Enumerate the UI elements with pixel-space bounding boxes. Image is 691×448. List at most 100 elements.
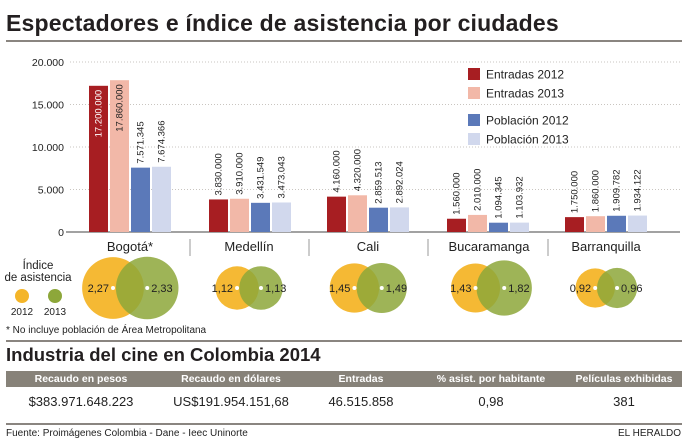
legend-label: Entradas 2013	[486, 87, 564, 101]
bar	[489, 222, 508, 232]
footnote: * No incluye población de Área Metropoli…	[6, 325, 207, 336]
value-peliculas: 381	[613, 393, 635, 409]
legend-swatch	[468, 133, 480, 145]
section-rule	[6, 340, 682, 342]
attendance-value-2013: 2,33	[151, 283, 172, 295]
bar-value-label: 2.010.000	[473, 169, 484, 211]
title-rule	[6, 40, 682, 42]
attendance-legend-year: 2013	[44, 307, 67, 318]
category-label: Medellín	[224, 239, 273, 254]
value-recaudo-pesos: $383.971.648.223	[28, 393, 134, 409]
attendance-center-dot	[502, 286, 507, 290]
bar	[348, 195, 367, 232]
bar	[468, 214, 487, 232]
bar-value-label: 1.750.000	[570, 171, 581, 213]
legend-swatch	[468, 68, 480, 80]
category-label: Barranquilla	[571, 239, 641, 254]
bar-value-label: 2.859.513	[374, 161, 385, 203]
attendance-value-2012: 0,92	[570, 283, 591, 295]
attendance-value-2012: 1,43	[450, 283, 471, 295]
y-tick-label: 20.000	[32, 57, 64, 69]
attendance-center-dot	[593, 286, 598, 290]
attendance-legend-title: Índice	[23, 259, 54, 272]
attendance-value-2012: 2,27	[88, 283, 109, 295]
header-recaudo-dolares: Recaudo en dólares	[181, 373, 281, 385]
bar-value-label: 7.571.345	[136, 121, 147, 163]
bar	[447, 218, 466, 232]
attendance-center-dot	[111, 286, 116, 290]
attendance-value-2013: 1,49	[386, 283, 407, 295]
value-asistencia-habitante: 0,98	[478, 393, 504, 409]
y-tick-label: 10.000	[32, 142, 64, 154]
industry-table-row: $383.971.648.223 US$191.954.151,68 46.51…	[6, 387, 682, 415]
bar-value-label: 3.910.000	[235, 152, 246, 194]
bar-value-label: 7.674.366	[157, 121, 168, 163]
bar	[230, 198, 249, 232]
value-entradas: 46.515.858	[328, 393, 394, 409]
attendance-value-2012: 1,45	[329, 283, 350, 295]
bar-value-label: 1.560.000	[452, 172, 463, 214]
page-title: Espectadores e índice de asistencia por …	[6, 10, 559, 36]
attendance-center-dot	[145, 286, 150, 290]
attendance-legend-dot-2012	[15, 289, 29, 303]
legend-label: Población 2012	[486, 114, 569, 128]
bottom-rule	[6, 423, 682, 425]
attendance-center-dot	[473, 286, 478, 290]
y-tick-label: 5.000	[38, 185, 64, 197]
attendance-value-2012: 1,12	[212, 283, 233, 295]
attendance-value-2013: 1,13	[265, 283, 286, 295]
legend-label: Población 2013	[486, 133, 569, 147]
bar-value-label: 3.830.000	[214, 153, 225, 195]
industry-table: Recaudo en pesos Recaudo en dólares Entr…	[6, 371, 682, 415]
header-asistencia-habitante: % asist. por habitante	[436, 373, 546, 385]
attendance-center-dot	[235, 286, 240, 290]
bar	[110, 80, 129, 232]
bar	[209, 199, 228, 232]
bar	[89, 85, 108, 232]
bar-value-label: 1.860.000	[591, 170, 602, 212]
spectators-chart: 0 5.000 10.000 15.000 20.000 17.200.000 3.830.…	[4, 57, 680, 320]
attendance-center-dot	[352, 286, 357, 290]
bar	[272, 202, 291, 232]
attendance-center-dot	[379, 286, 384, 290]
bar	[369, 207, 388, 232]
category-label: Bucaramanga	[449, 239, 531, 254]
attendance-legend-dot-2013	[48, 289, 62, 303]
y-tick-label: 15.000	[32, 100, 64, 112]
bar	[607, 215, 626, 232]
attendance-value-2013: 0,96	[621, 283, 642, 295]
bar	[628, 215, 647, 232]
bar	[131, 167, 150, 232]
value-recaudo-dolares: US$191.954.151,68	[173, 393, 289, 409]
legend-label: Entradas 2012	[486, 68, 564, 82]
attendance-center-dot	[615, 286, 620, 290]
bar-value-label: 17.860.000	[115, 84, 126, 132]
bar	[251, 202, 270, 232]
bar-value-label: 17.200.000	[94, 90, 105, 138]
bar-value-label: 3.473.043	[277, 156, 288, 198]
header-peliculas: Películas exhibidas	[575, 373, 673, 385]
attendance-legend-title: de asistencia	[4, 272, 72, 284]
category-label: Bogotá*	[107, 239, 153, 254]
source-note: Fuente: Proimágenes Colombia - Dane - Ie…	[6, 428, 248, 439]
bar	[390, 207, 409, 232]
industry-table-header: Recaudo en pesos Recaudo en dólares Entr…	[6, 371, 682, 387]
bar-value-label: 2.892.024	[395, 161, 406, 203]
bar-value-label: 3.431.549	[256, 157, 267, 199]
section-title: Industria del cine en Colombia 2014	[6, 344, 321, 365]
attendance-value-2013: 1,82	[508, 283, 529, 295]
bar	[510, 222, 529, 232]
publisher-credit: EL HERALDO	[618, 428, 681, 439]
y-tick-label: 0	[58, 227, 64, 239]
attendance-center-dot	[258, 286, 263, 290]
bar	[565, 217, 584, 232]
bar-value-label: 1.934.122	[633, 169, 644, 211]
bar-value-label: 1.909.782	[612, 170, 623, 212]
bar-value-label: 1.103.932	[515, 176, 526, 218]
legend-swatch	[468, 114, 480, 126]
header-entradas: Entradas	[338, 373, 384, 385]
header-recaudo-pesos: Recaudo en pesos	[34, 373, 128, 385]
bar-value-label: 4.320.000	[353, 149, 364, 191]
bar	[586, 216, 605, 232]
bar	[327, 196, 346, 232]
